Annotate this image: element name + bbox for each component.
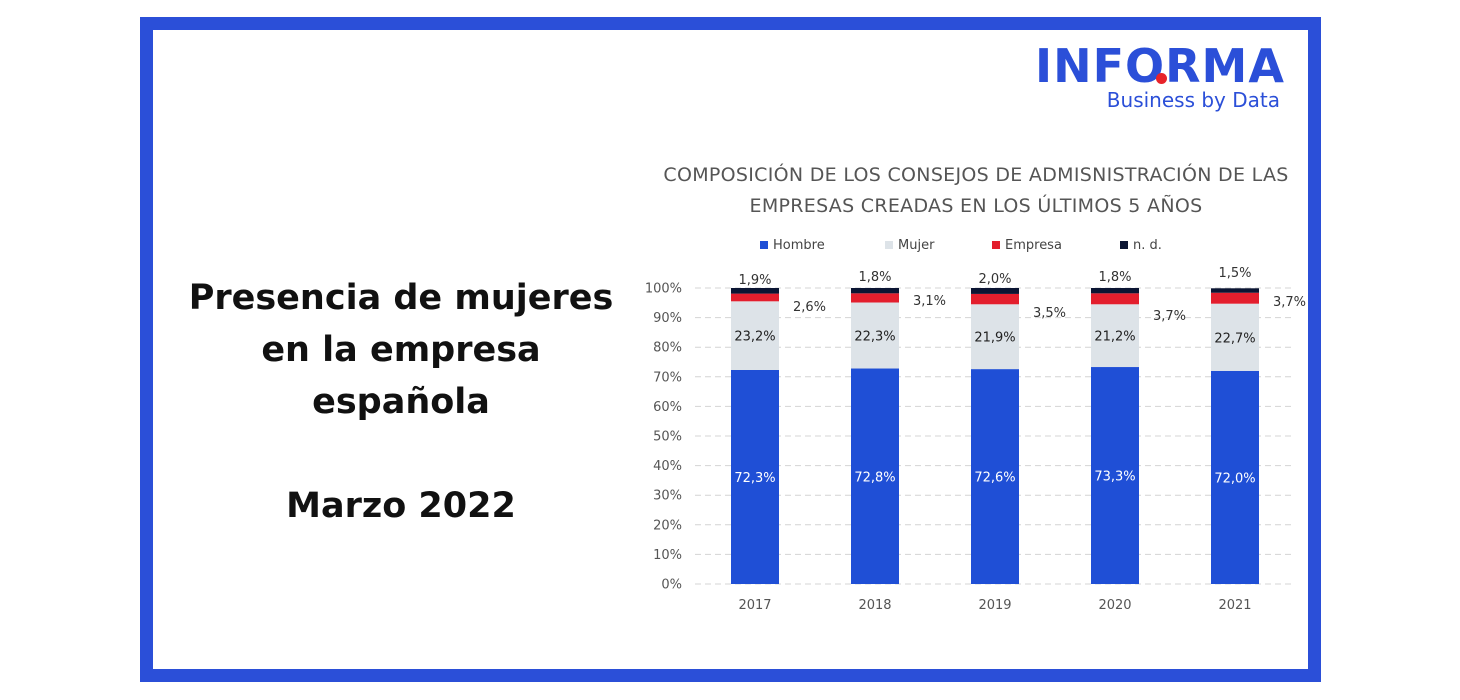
legend-swatch <box>992 241 1000 249</box>
legend-label: Empresa <box>1005 238 1062 253</box>
headline-date: Marzo 2022 <box>286 486 516 526</box>
legend-item: Hombre <box>760 238 825 253</box>
logo-tagline: Business by Data <box>1106 88 1280 112</box>
legend-item: Mujer <box>885 238 934 253</box>
legend-label: Hombre <box>773 238 825 253</box>
legend-label: Mujer <box>898 238 935 253</box>
legend-swatch <box>760 241 768 249</box>
legend-swatch <box>885 241 893 249</box>
legend-item: n. d. <box>1120 238 1162 253</box>
chart-title-line-1: COMPOSICIÓN DE LOS CONSEJOS DE ADMISNIST… <box>663 164 1289 186</box>
informa-logo: INFORMA Business by Data <box>1035 39 1285 112</box>
chart-title-line-2: EMPRESAS CREADAS EN LOS ÚLTIMOS 5 AÑOS <box>749 195 1203 217</box>
headline: Presencia de mujeres en la empresa españ… <box>176 272 626 532</box>
chart-title: COMPOSICIÓN DE LOS CONSEJOS DE ADMISNIST… <box>660 160 1292 222</box>
legend-item: Empresa <box>992 238 1062 253</box>
logo-wordmark: INFORMA <box>1035 39 1285 93</box>
legend-label: n. d. <box>1133 238 1162 253</box>
legend-swatch <box>1120 241 1128 249</box>
headline-line-2: en la empresa <box>261 330 541 370</box>
headline-line-3: española <box>312 382 490 422</box>
headline-line-1: Presencia de mujeres <box>188 278 614 318</box>
logo-dot-icon <box>1156 73 1167 84</box>
